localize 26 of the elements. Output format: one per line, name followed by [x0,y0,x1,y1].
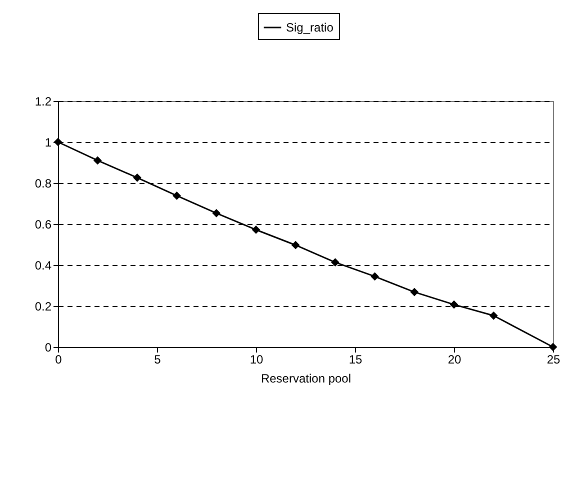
x-tick-label: 15 [348,352,362,366]
point [252,226,260,234]
x-tick-label: 20 [448,352,462,366]
x-tick-label: 5 [154,352,162,366]
x-axis-title: Reservation pool [260,372,352,386]
x-tick-label: 25 [546,352,560,366]
y-tick-label: 0.4 [34,258,52,272]
y-tick-label: 0 [44,340,52,354]
x-tick-label: 0 [55,352,62,366]
point [489,311,498,320]
point [331,258,340,267]
y-tick-label: 0.2 [34,300,52,314]
point [410,288,419,296]
y-tick-label: 0.8 [34,176,52,190]
point [450,300,458,309]
point [291,240,300,250]
point [212,208,221,218]
x-tick-label: 10 [250,352,264,366]
y-tick-label: 1 [44,136,52,150]
legend-label: Sig_ratio [286,20,334,34]
point [133,173,142,182]
y-tick-label: 0.6 [34,218,52,232]
point [93,156,102,165]
point [370,272,379,281]
point [172,192,181,200]
y-tick-label: 1.2 [34,94,52,108]
